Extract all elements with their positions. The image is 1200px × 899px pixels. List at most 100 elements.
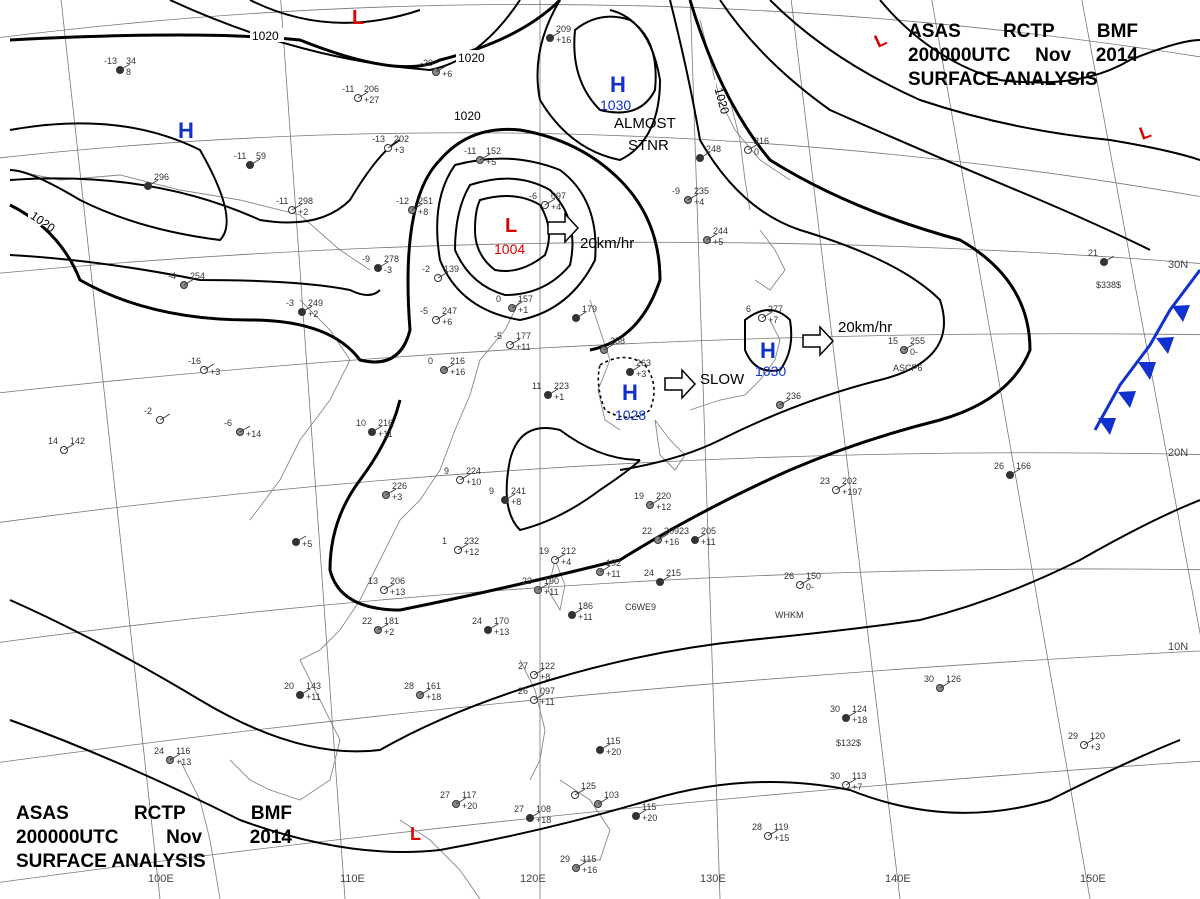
- station-pressure: 212: [561, 546, 576, 556]
- title-agency: ASAS: [16, 803, 69, 824]
- station-pressure: 115: [606, 736, 620, 746]
- station-plot: 14 142: [48, 436, 85, 454]
- station-temp: 26: [784, 571, 794, 581]
- station-temp: -13: [372, 134, 385, 144]
- station-pressure: 216: [450, 356, 465, 366]
- wind-barb-icon: [1083, 738, 1095, 746]
- station-plot: 28 119+15: [752, 822, 789, 843]
- station-tendency: +11: [578, 612, 593, 622]
- station-pressure: 209: [556, 24, 571, 34]
- station-plot: 28 161+18: [404, 681, 441, 702]
- high-center-north: H 1030: [600, 72, 631, 113]
- isobar: [619, 0, 945, 471]
- station-pressure: 251: [418, 196, 433, 206]
- wind-barb-icon: [357, 91, 369, 99]
- wind-barb-icon: [249, 158, 261, 166]
- high-center-korea: H 1028: [615, 380, 646, 423]
- station-temp: 23: [522, 576, 532, 586]
- isobar: [249, 0, 421, 24]
- wind-barb-icon: [1009, 468, 1021, 476]
- station-temp: 19: [634, 491, 644, 501]
- station-plot: 27 122+8: [518, 661, 555, 682]
- wind-barb-icon: [377, 623, 389, 631]
- station-temp: 29: [560, 854, 570, 864]
- station-pressure: 224: [466, 466, 481, 476]
- station-tendency: -3: [384, 265, 392, 275]
- wind-barb-icon: [835, 483, 847, 491]
- station-plot: -2: [144, 406, 171, 424]
- station-plot: 27 117+20: [440, 790, 477, 811]
- station-temp: -5: [494, 331, 502, 341]
- station-plot: -6 +14: [224, 418, 261, 439]
- station-tendency: +7: [768, 315, 778, 325]
- japan-honshu: [689, 319, 781, 411]
- station-tendency: +5: [486, 157, 496, 167]
- station-pressure: 097: [540, 686, 555, 696]
- station-pressure: 192: [606, 558, 621, 568]
- motion-note-line1: ALMOST: [614, 115, 676, 132]
- station-temp: 29: [1068, 731, 1078, 741]
- station-pressure: 298: [298, 196, 313, 206]
- front-triangle: [1118, 391, 1136, 408]
- station-temp: 21: [1088, 248, 1098, 258]
- station-pressure: 34: [126, 56, 136, 66]
- wind-barb-icon: [657, 533, 669, 541]
- station-pressure: 235: [694, 186, 709, 196]
- station-temp: 27: [514, 804, 524, 814]
- front-triangle: [1138, 362, 1156, 380]
- station-tendency: +3: [636, 369, 646, 379]
- station-tendency: +11: [540, 697, 555, 707]
- station-temp: -4: [168, 271, 176, 281]
- station-temp: -3: [286, 298, 294, 308]
- svg-text:L: L: [505, 215, 517, 237]
- station-temp: -6: [529, 191, 537, 201]
- station-temp: 11: [532, 381, 541, 391]
- wind-barb-icon: [799, 578, 811, 586]
- station-pressure: 296: [154, 172, 169, 182]
- wind-barb-icon: [435, 313, 447, 321]
- station-plot: 186+11: [568, 601, 593, 622]
- station-tendency: +6: [442, 317, 452, 327]
- svg-text:1030: 1030: [755, 363, 786, 379]
- station-plot: -9 235+4: [672, 186, 709, 207]
- station-temp: -2: [422, 264, 430, 274]
- wind-barb-icon: [147, 179, 159, 187]
- chart-title-bottom: ASAS RCTP BMF 200000UTC Nov 2014 SURFACE…: [16, 802, 292, 874]
- station-temp: 30: [830, 771, 840, 781]
- station-pressure: 161: [426, 681, 441, 691]
- luzon: [519, 659, 546, 781]
- wind-barb-icon: [119, 63, 131, 71]
- station-tendency: +11: [516, 342, 531, 352]
- isobar: [879, 0, 1200, 84]
- title-line-3: SURFACE ANALYSIS: [16, 850, 292, 874]
- station-plot: 115+20: [596, 736, 621, 757]
- station-plot: 30 113+7: [830, 771, 866, 792]
- isobar: [453, 177, 574, 297]
- title-time: 200000UTC: [908, 45, 1011, 66]
- low-center-kamchatka: L: [871, 29, 889, 52]
- station-tendency: +11: [544, 587, 559, 597]
- station-temp: 27: [440, 790, 450, 800]
- sakhalin: [729, 99, 751, 211]
- svg-text:1020: 1020: [252, 29, 279, 43]
- wind-barb-icon: [575, 311, 587, 319]
- station-pressure: 152: [486, 146, 501, 156]
- wind-barb-icon: [603, 343, 615, 351]
- station-tendency: +2: [298, 207, 308, 217]
- station-plot: 30 124+18: [830, 704, 867, 725]
- station-plot: 23 190+11: [522, 576, 559, 597]
- lat-line-5n: [0, 760, 1200, 883]
- svg-text:H: H: [622, 380, 638, 405]
- station-pressure: 206: [390, 576, 405, 586]
- station-plot: 9 224+10: [444, 466, 481, 487]
- station-temp: 0: [496, 294, 501, 304]
- station-pressure: 215: [666, 568, 681, 578]
- station-plot: 24 170+13: [472, 616, 509, 637]
- lon-label: 140E: [885, 873, 911, 885]
- station-tendency: +3: [210, 367, 220, 377]
- station-plot: 1 232+12: [442, 536, 479, 557]
- station-plot: +5: [292, 535, 312, 549]
- wind-barb-icon: [383, 583, 395, 591]
